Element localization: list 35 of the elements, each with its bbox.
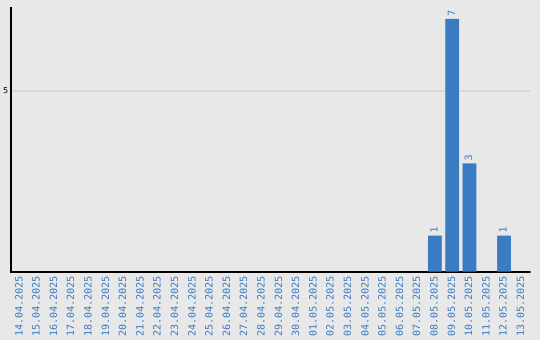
x-tick-label: 13.05.2025 <box>516 276 527 336</box>
x-tick-label: 06.05.2025 <box>394 276 406 336</box>
x-tick-label: 19.04.2025 <box>100 276 112 336</box>
data-label: 3 <box>464 154 476 160</box>
x-tick-label: 15.04.2025 <box>32 276 43 336</box>
x-tick-label: 02.05.2025 <box>326 276 337 336</box>
x-tick-label: 30.04.2025 <box>291 276 302 336</box>
x-tick-label: 21.04.2025 <box>135 276 146 336</box>
x-tick-label: 14.04.2025 <box>14 276 26 336</box>
x-tick-label: 07.05.2025 <box>412 276 424 336</box>
x-tick-label: 22.04.2025 <box>152 276 164 336</box>
x-tick-label: 26.04.2025 <box>222 276 233 336</box>
x-tick-label: 08.05.2025 <box>429 276 440 336</box>
x-tick-label: 09.05.2025 <box>446 276 458 336</box>
x-tick-label: 10.05.2025 <box>464 276 476 336</box>
x-tick-label: 23.04.2025 <box>170 276 182 336</box>
x-tick-label: 18.04.2025 <box>84 276 95 336</box>
x-tick-label: 04.05.2025 <box>360 276 372 336</box>
data-label: 1 <box>498 226 510 233</box>
x-tick-label: 05.05.2025 <box>378 276 389 336</box>
data-label: 7 <box>446 10 458 16</box>
x-tick-label: 25.04.2025 <box>204 276 216 336</box>
x-tick-label: 12.05.2025 <box>498 276 510 336</box>
x-tick-label: 29.04.2025 <box>274 276 285 336</box>
x-tick-label: 01.05.2025 <box>308 276 320 336</box>
y-tick-label: 5 <box>2 86 8 96</box>
x-tick-label: 11.05.2025 <box>481 276 492 336</box>
x-tick-label: 17.04.2025 <box>66 276 78 336</box>
data-label: 1 <box>429 226 440 233</box>
x-tick-label: 20.04.2025 <box>118 276 130 336</box>
x-tick-label: 16.04.2025 <box>48 276 60 336</box>
x-tick-label: 24.04.2025 <box>187 276 198 336</box>
x-tick-label: 27.04.2025 <box>239 276 250 336</box>
x-tick-label: 03.05.2025 <box>342 276 354 336</box>
x-tick-label: 28.04.2025 <box>256 276 268 336</box>
